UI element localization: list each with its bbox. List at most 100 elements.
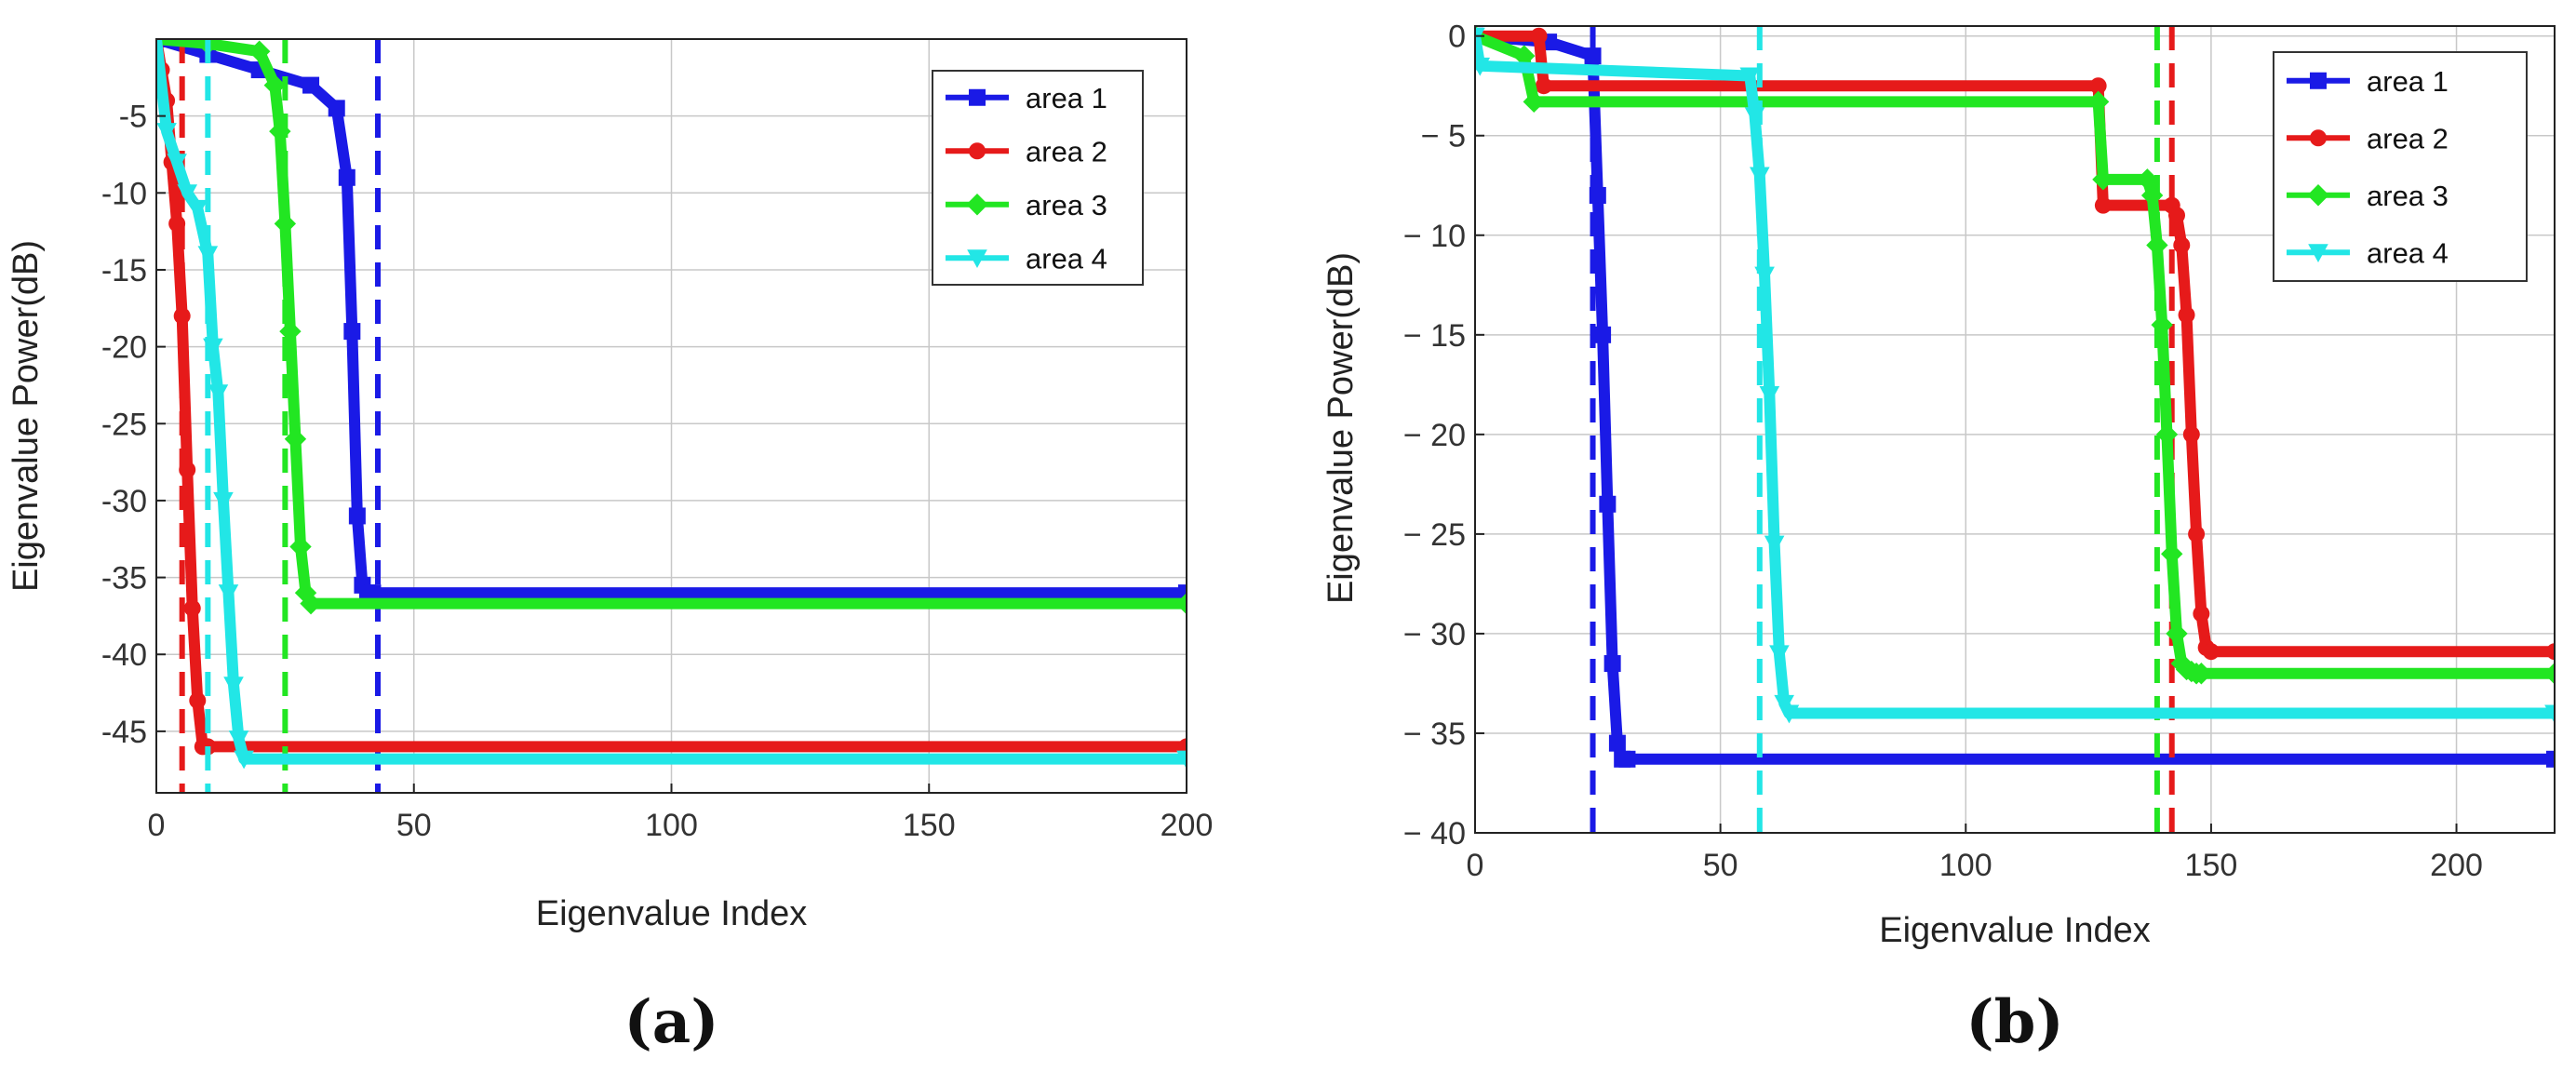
data-point xyxy=(2546,643,2555,661)
data-point xyxy=(2202,643,2220,661)
legend-box xyxy=(932,70,1144,286)
y-tick-label: -20 xyxy=(101,330,147,366)
chart-panel-1: 0 50 100 150 200 -5 -10 -15 -20 -25 -30 -35 -40 -45 Ei… xyxy=(7,38,1213,1057)
data-point xyxy=(213,491,234,511)
data-point xyxy=(2173,236,2191,254)
data-point xyxy=(2193,605,2210,623)
data-point xyxy=(289,535,312,558)
x-tick-label: 50 xyxy=(396,808,432,843)
legend-label: area 1 xyxy=(2367,65,2449,98)
data-point xyxy=(2188,525,2206,543)
legend-label: area 3 xyxy=(2367,180,2449,212)
y-tick-label: − 35 xyxy=(1403,717,1466,752)
y-tick-label: -25 xyxy=(101,407,147,442)
data-point xyxy=(1513,45,1536,67)
legend-label: area 3 xyxy=(1026,189,1107,221)
x-tick-label: 200 xyxy=(2430,848,2483,883)
data-point xyxy=(338,168,356,186)
data-point xyxy=(189,691,207,709)
data-point xyxy=(223,677,244,696)
data-point xyxy=(228,730,249,749)
data-point xyxy=(218,584,239,603)
data-point xyxy=(2182,425,2200,443)
data-point xyxy=(167,154,187,173)
data-point xyxy=(1175,592,1187,615)
y-axis-label: Eigenvalue Power(dB) xyxy=(1322,252,1361,604)
data-point xyxy=(2092,168,2114,191)
data-point xyxy=(1176,750,1187,770)
data-point xyxy=(328,100,345,117)
data-point xyxy=(1739,67,1761,87)
data-point xyxy=(302,76,320,94)
data-point xyxy=(364,584,382,602)
legend: area 1 area 2 area 3 area 4 xyxy=(2273,51,2528,282)
data-point xyxy=(1618,750,1636,768)
x-tick-label: 100 xyxy=(1939,848,1992,883)
data-point xyxy=(263,74,287,97)
y-tick-label: -15 xyxy=(101,253,147,288)
y-tick-label: -45 xyxy=(101,715,147,750)
data-point xyxy=(156,123,177,141)
data-point xyxy=(156,39,162,49)
data-point xyxy=(197,246,219,265)
data-point xyxy=(1475,57,1491,76)
data-point xyxy=(1535,77,1552,95)
legend-marker xyxy=(2310,72,2327,89)
panel-label: (b) xyxy=(1966,987,2063,1057)
data-point xyxy=(279,320,302,342)
data-point xyxy=(274,212,297,235)
legend-label: area 4 xyxy=(2367,236,2449,269)
data-point xyxy=(2178,306,2195,324)
panel-label: (a) xyxy=(624,987,718,1057)
data-point xyxy=(2089,77,2107,95)
data-point xyxy=(183,599,201,617)
legend-label: area 1 xyxy=(1026,82,1107,114)
data-point xyxy=(2543,663,2555,685)
y-tick-label: -30 xyxy=(101,484,147,519)
data-point xyxy=(2086,90,2110,114)
series-group xyxy=(1475,26,2555,833)
data-point xyxy=(1599,495,1617,513)
y-tick-label: − 5 xyxy=(1421,119,1466,154)
legend-marker xyxy=(969,142,986,160)
legend-label: area 2 xyxy=(1026,135,1107,168)
data-point xyxy=(348,507,366,525)
data-point xyxy=(1603,655,1621,673)
y-tick-label: -35 xyxy=(101,561,147,596)
data-point xyxy=(2136,168,2159,191)
legend-marker xyxy=(2310,129,2327,147)
y-tick-label: -10 xyxy=(101,176,147,211)
data-point xyxy=(1759,386,1780,405)
y-tick-label: -5 xyxy=(119,100,147,135)
data-point xyxy=(1774,694,1794,714)
legend-label: area 4 xyxy=(1026,242,1107,275)
legend-marker xyxy=(2308,244,2328,263)
x-tick-label: 150 xyxy=(903,808,956,843)
data-point xyxy=(343,323,361,341)
data-point xyxy=(1530,27,1548,45)
data-point xyxy=(1769,645,1790,664)
data-point xyxy=(2166,623,2188,645)
data-point xyxy=(2161,543,2183,565)
legend-marker xyxy=(969,88,986,106)
data-point xyxy=(1764,535,1785,555)
data-point xyxy=(300,592,322,615)
x-axis-label: Eigenvalue Index xyxy=(1879,911,2151,950)
data-point xyxy=(248,40,271,62)
y-tick-label: − 15 xyxy=(1403,318,1466,354)
series-group xyxy=(156,39,1187,793)
data-point xyxy=(1594,326,1612,343)
data-point xyxy=(1608,734,1626,752)
x-tick-label: 150 xyxy=(2185,848,2238,883)
chart-panel-2: 0 50 100 150 200 0 − 5 − 10 − 15 − 20 − 25 − 30 − 35… xyxy=(1322,20,2556,1057)
data-point xyxy=(208,384,229,404)
legend-marker xyxy=(2307,184,2329,207)
data-point xyxy=(2546,750,2555,768)
x-axis-label: Eigenvalue Index xyxy=(536,894,808,933)
axes-frame xyxy=(1474,25,2556,834)
data-point xyxy=(234,750,254,770)
data-point xyxy=(284,428,307,450)
y-axis-label: Eigenvalue Power(dB) xyxy=(7,240,46,592)
data-point xyxy=(177,184,198,204)
